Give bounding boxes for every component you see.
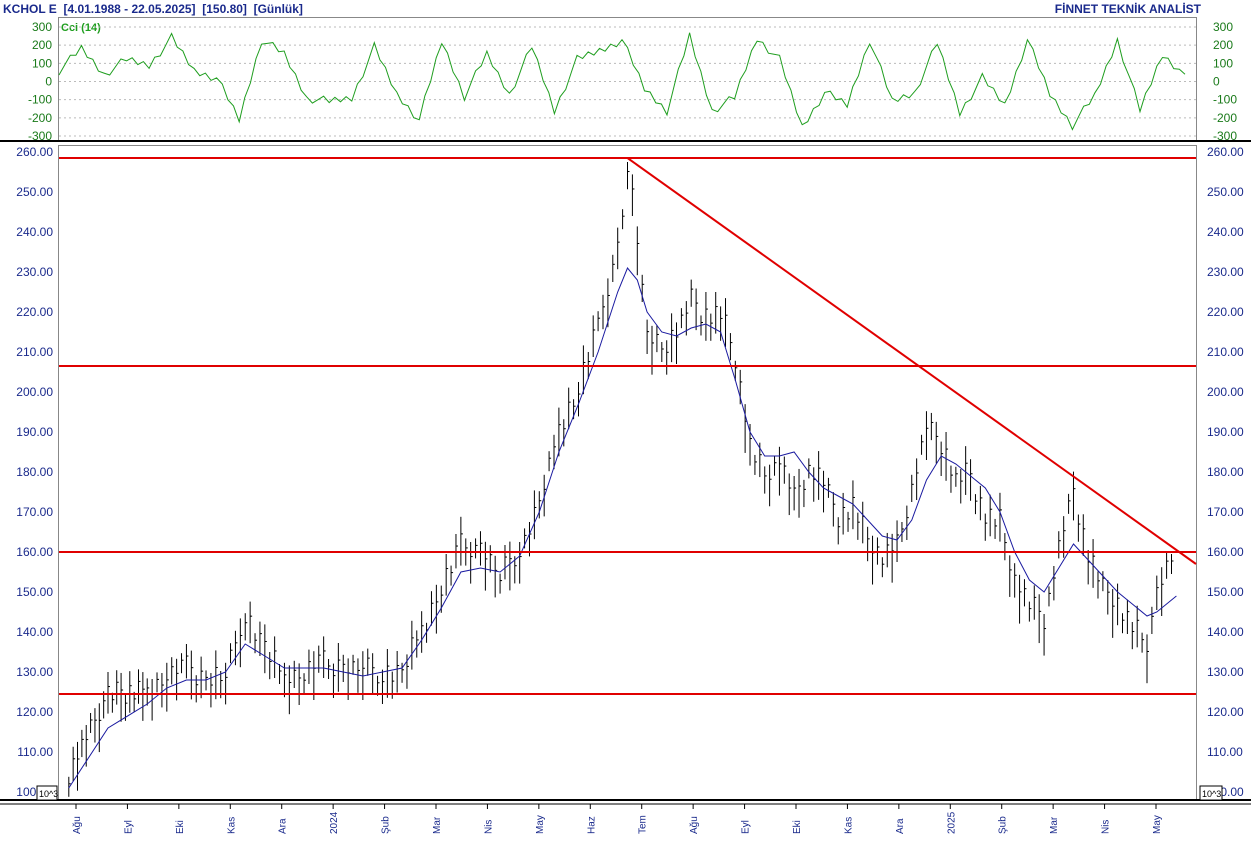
price-y-tick-label-right: 190.00 xyxy=(1207,425,1244,439)
price-y-tick-label-right: 110.00 xyxy=(1207,745,1243,759)
cci-y-tick-label-right: 100 xyxy=(1213,56,1233,70)
price-y-tick-label-left: 110.00 xyxy=(17,745,53,759)
x-tick-label: Ağu xyxy=(72,816,83,834)
x-tick-label: Ara xyxy=(895,818,906,834)
x-tick-label: Mar xyxy=(1049,816,1060,834)
price-y-tick-label-left: 200.00 xyxy=(16,385,53,399)
cci-y-tick-label-right: 200 xyxy=(1213,38,1233,52)
cci-y-tick-label-left: 0 xyxy=(45,75,52,89)
x-tick-label: Eyl xyxy=(741,820,752,834)
price-y-tick-label-right: 180.00 xyxy=(1207,465,1244,479)
price-bars-group xyxy=(68,162,1174,797)
price-y-tick-label-right: 140.00 xyxy=(1207,625,1244,639)
cci-y-tick-label-right: 300 xyxy=(1213,20,1233,34)
x-tick-label: Nis xyxy=(483,820,494,834)
price-y-tick-label-right: 170.00 xyxy=(1207,505,1244,519)
price-y-tick-label-left: 120.00 xyxy=(16,705,53,719)
multiplier-box-right xyxy=(1199,785,1223,801)
x-tick-label: Eki xyxy=(792,820,803,834)
cci-y-tick-label-right: -300 xyxy=(1213,129,1237,143)
price-y-tick-label-left: 130.00 xyxy=(16,665,53,679)
price-y-tick-label-right: 160.00 xyxy=(1207,545,1244,559)
price-y-tick-label-right: 230.00 xyxy=(1207,265,1244,279)
price-y-tick-label-left: 260.00 xyxy=(16,145,53,159)
x-tick-label: Kas xyxy=(226,817,237,834)
x-tick-label: Nis xyxy=(1101,820,1112,834)
price-y-tick-label-right: 220.00 xyxy=(1207,305,1244,319)
x-tick-labels: Ağu Eyl Eki Kas Ara 2024 Şub Mar Nis May Haz Tem Ağu… xyxy=(72,804,1163,834)
x-tick-label: Kas xyxy=(843,817,854,834)
cci-y-tick-labels: -300 -300 -200 -200 -100 -100 0 0 100 100 200 200 30… xyxy=(28,20,1237,143)
cci-line xyxy=(58,32,1186,131)
price-y-tick-label-left: 140.00 xyxy=(16,625,53,639)
price-y-tick-label-left: 170.00 xyxy=(16,505,53,519)
multiplier-label-left: 10^3 xyxy=(39,789,58,799)
cci-y-tick-label-left: -300 xyxy=(28,129,52,143)
price-panel-frame xyxy=(58,145,1197,801)
price-y-tick-label-right: 150.00 xyxy=(1207,585,1244,599)
cci-y-tick-label-left: 300 xyxy=(32,20,52,34)
x-tick-label: Eki xyxy=(175,820,186,834)
moving-average-group xyxy=(68,267,1177,789)
support-resistance-lines xyxy=(59,157,1196,695)
cci-y-tick-label-left: -200 xyxy=(28,111,52,125)
cci-y-tick-label-left: -100 xyxy=(28,93,52,107)
cci-y-tick-label-right: -200 xyxy=(1213,111,1237,125)
x-tick-label: May xyxy=(535,815,546,834)
price-y-tick-label-left: 150.00 xyxy=(16,585,53,599)
x-tick-label: Haz xyxy=(586,816,597,834)
cci-y-tick-label-left: 100 xyxy=(32,56,52,70)
cci-title: Cci (14) xyxy=(61,22,101,34)
price-y-tick-label-left: 250.00 xyxy=(16,185,53,199)
price-y-tick-label-left: 190.00 xyxy=(16,425,53,439)
multiplier-label-right: 10^3 xyxy=(1202,789,1221,799)
price-y-tick-label-right: 130.00 xyxy=(1207,665,1244,679)
multiplier-box-left xyxy=(36,785,58,801)
price-y-tick-label-left: 180.00 xyxy=(16,465,53,479)
x-tick-label: 2025 xyxy=(946,811,957,834)
chart-header-title: KCHOL E [4.01.1988 - 22.05.2025] [150.80… xyxy=(3,2,303,16)
price-y-tick-label-left: 220.00 xyxy=(16,305,53,319)
price-y-tick-label-right: 260.00 xyxy=(1207,145,1244,159)
price-y-tick-label-right: 120.00 xyxy=(1207,705,1244,719)
x-tick-label: Ağu xyxy=(689,816,700,834)
x-tick-label: Şub xyxy=(998,816,1009,834)
x-tick-label: 2024 xyxy=(329,811,340,834)
x-tick-label: Mar xyxy=(432,816,443,834)
cci-y-tick-label-left: 200 xyxy=(32,38,52,52)
price-y-tick-label-right: 210.00 xyxy=(1207,345,1244,359)
x-tick-label: Ara xyxy=(278,818,289,834)
descending-trendline xyxy=(626,157,1197,565)
trendline-group xyxy=(626,157,1197,565)
x-tick-label: Eyl xyxy=(123,820,134,834)
cci-y-tick-label-right: -100 xyxy=(1213,93,1237,107)
vendor-label: FİNNET TEKNİK ANALİST xyxy=(1054,2,1201,16)
price-y-tick-label-left: 210.00 xyxy=(16,345,53,359)
cci-line-group xyxy=(58,32,1186,131)
price-y-tick-label-right: 240.00 xyxy=(1207,225,1244,239)
price-y-tick-label-left: 160.00 xyxy=(16,545,53,559)
x-tick-label: Şub xyxy=(381,816,392,834)
x-tick-label: Tem xyxy=(638,815,649,834)
price-y-tick-label-left: 230.00 xyxy=(16,265,53,279)
cci-y-tick-label-right: 0 xyxy=(1213,75,1220,89)
moving-average-line xyxy=(68,267,1177,789)
cci-panel-frame xyxy=(58,17,1197,142)
x-tick-label: May xyxy=(1152,815,1163,834)
price-y-tick-label-right: 250.00 xyxy=(1207,185,1244,199)
cci-grid xyxy=(59,26,1196,137)
price-y-tick-label-left: 240.00 xyxy=(16,225,53,239)
price-y-tick-label-right: 200.00 xyxy=(1207,385,1244,399)
